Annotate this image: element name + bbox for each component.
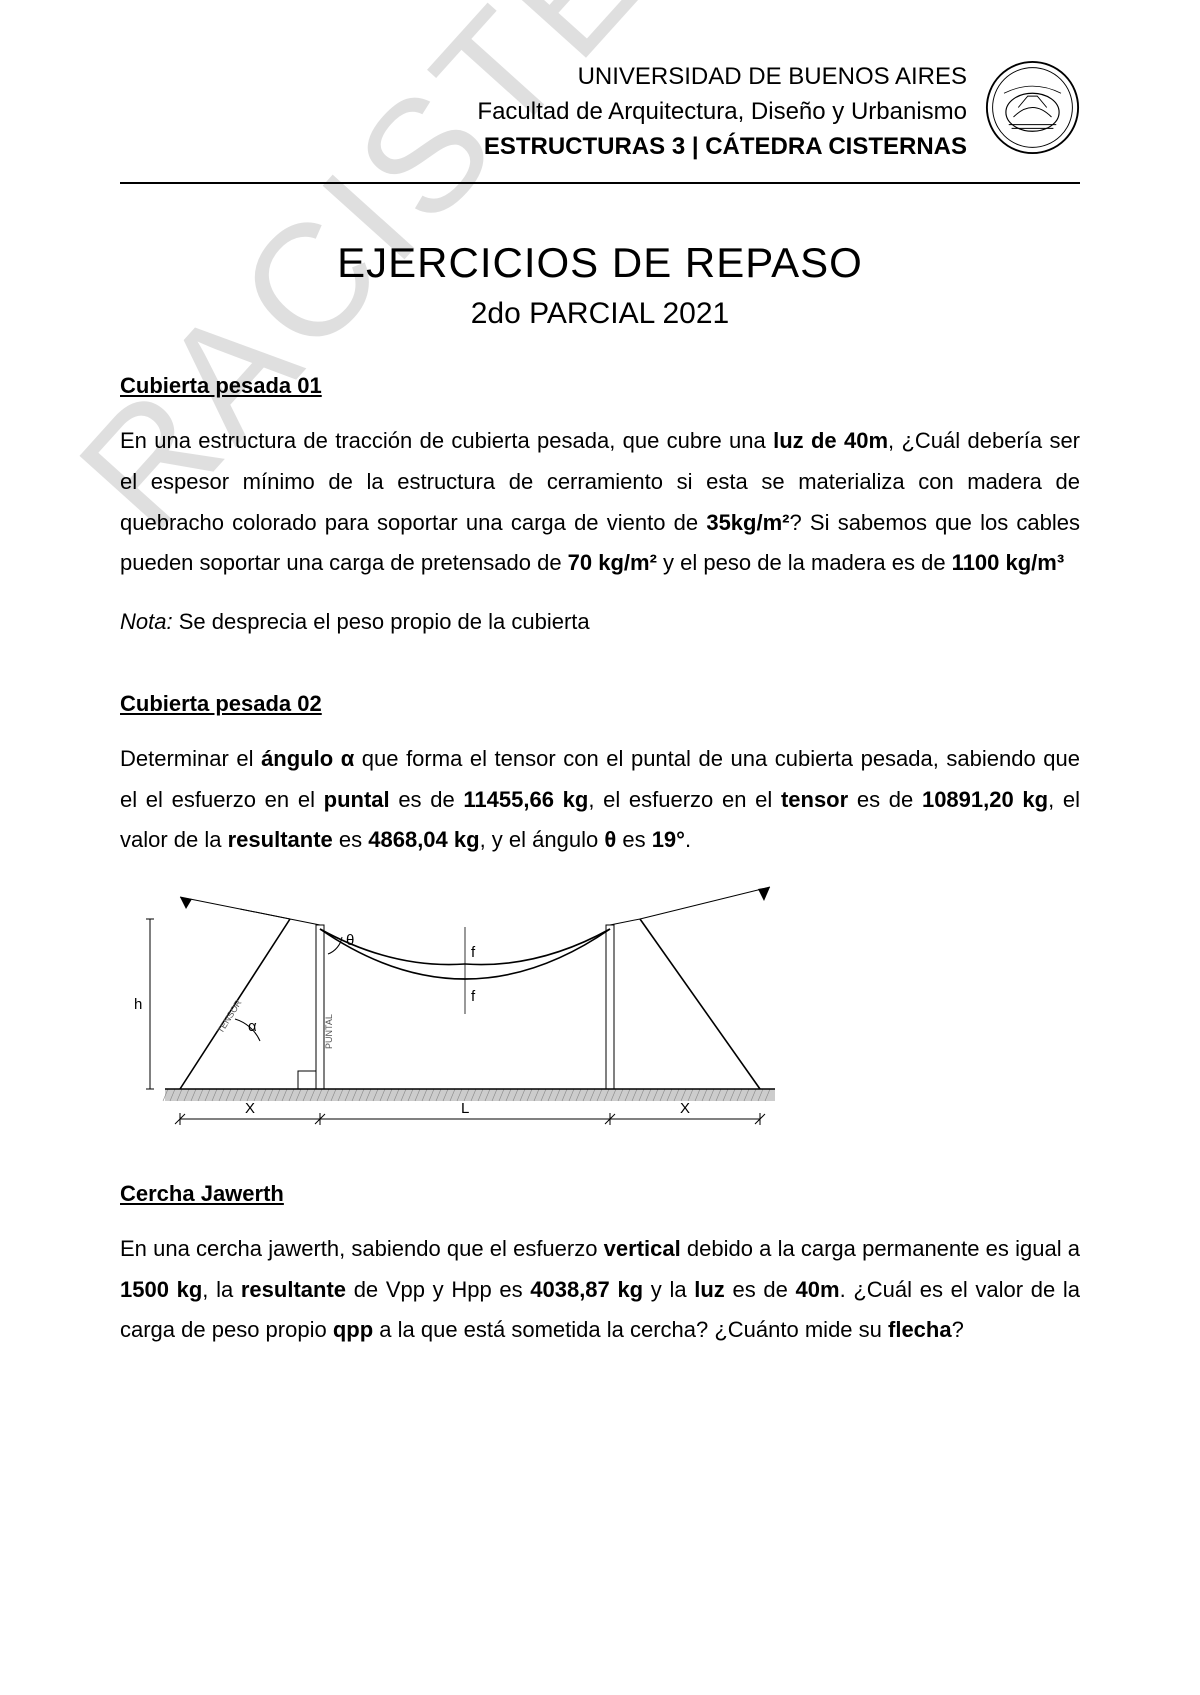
bold-vpp: 1500 kg xyxy=(120,1277,202,1302)
text: debido a la carga permanente es igual a xyxy=(681,1236,1080,1261)
cj-paragraph: En una cercha jawerth, sabiendo que el e… xyxy=(120,1229,1080,1351)
bold-puntal: puntal xyxy=(324,787,390,812)
header-line-3: ESTRUCTURAS 3 | CÁTEDRA CISTERNAS xyxy=(477,130,967,165)
note-text: Se desprecia el peso propio de la cubier… xyxy=(173,609,590,634)
svg-text:θ: θ xyxy=(346,932,354,949)
text: es de xyxy=(725,1277,796,1302)
bold-tensor-val: 10891,20 kg xyxy=(922,787,1048,812)
bold-pretensado: 70 kg/m² xyxy=(568,550,657,575)
bold-angulo: ángulo α xyxy=(261,746,354,771)
main-title: EJERCICIOS DE REPASO xyxy=(120,239,1080,287)
text: es xyxy=(333,827,368,852)
svg-text:L: L xyxy=(461,1100,469,1117)
subtitle: 2do PARCIAL 2021 xyxy=(120,297,1080,331)
bold-resultante-cj: resultante xyxy=(241,1277,346,1302)
section-heading-cp01: Cubierta pesada 01 xyxy=(120,373,1080,399)
text: a la que está sometida la cercha? ¿Cuánt… xyxy=(373,1317,888,1342)
bold-tensor: tensor xyxy=(781,787,848,812)
note-label: Nota: xyxy=(120,609,173,634)
page-container: UNIVERSIDAD DE BUENOS AIRES Facultad de … xyxy=(0,0,1200,1411)
bold-vertical: vertical xyxy=(604,1236,681,1261)
header-text-block: UNIVERSIDAD DE BUENOS AIRES Facultad de … xyxy=(477,60,967,164)
section-heading-cj: Cercha Jawerth xyxy=(120,1181,1080,1207)
cp02-diagram: h θ α f f TENSOR PUNTAL X L X xyxy=(120,879,1080,1139)
page-header: UNIVERSIDAD DE BUENOS AIRES Facultad de … xyxy=(120,60,1080,184)
university-seal-icon xyxy=(985,60,1080,155)
bold-resultante: resultante xyxy=(228,827,333,852)
text: . xyxy=(685,827,691,852)
text: es de xyxy=(390,787,464,812)
text: En una cercha jawerth, sabiendo que el e… xyxy=(120,1236,604,1261)
bold-luz-cj: luz xyxy=(694,1277,725,1302)
svg-text:h: h xyxy=(134,996,142,1013)
header-line-1: UNIVERSIDAD DE BUENOS AIRES xyxy=(477,60,967,95)
text: y el peso de la madera es de xyxy=(657,550,952,575)
header-line-2: Facultad de Arquitectura, Diseño y Urban… xyxy=(477,95,967,130)
text: En una estructura de tracción de cubiert… xyxy=(120,428,773,453)
bold-madera: 1100 kg/m³ xyxy=(952,550,1065,575)
cp01-note: Nota: Se desprecia el peso propio de la … xyxy=(120,602,1080,643)
svg-text:f: f xyxy=(471,988,476,1005)
svg-text:PUNTAL: PUNTAL xyxy=(324,1014,334,1049)
svg-text:TENSOR: TENSOR xyxy=(215,997,244,1035)
bold-luz-val: 40m xyxy=(796,1277,840,1302)
cp01-paragraph: En una estructura de tracción de cubiert… xyxy=(120,421,1080,584)
section-heading-cp02: Cubierta pesada 02 xyxy=(120,691,1080,717)
bold-flecha: flecha xyxy=(888,1317,952,1342)
text: es xyxy=(616,827,651,852)
bold-theta: θ xyxy=(604,827,616,852)
text: Determinar el xyxy=(120,746,261,771)
svg-text:α: α xyxy=(248,1018,257,1035)
text: , la xyxy=(202,1277,241,1302)
bold-res-val: 4038,87 kg xyxy=(530,1277,643,1302)
bold-puntal-val: 11455,66 kg xyxy=(463,787,588,812)
cp02-paragraph: Determinar el ángulo α que forma el tens… xyxy=(120,739,1080,861)
bold-qpp: qpp xyxy=(333,1317,373,1342)
bold-viento: 35kg/m² xyxy=(706,510,789,535)
text: ? xyxy=(952,1317,964,1342)
text: es de xyxy=(848,787,922,812)
text: , y el ángulo xyxy=(480,827,605,852)
bold-theta-val: 19° xyxy=(652,827,685,852)
bold-resultante-val: 4868,04 kg xyxy=(368,827,479,852)
text: y la xyxy=(643,1277,694,1302)
svg-text:X: X xyxy=(680,1100,690,1117)
svg-text:f: f xyxy=(471,944,476,961)
svg-text:X: X xyxy=(245,1100,255,1117)
text: , el esfuerzo en el xyxy=(588,787,781,812)
text: de Vpp y Hpp es xyxy=(346,1277,530,1302)
bold-luz: luz de 40m xyxy=(773,428,888,453)
